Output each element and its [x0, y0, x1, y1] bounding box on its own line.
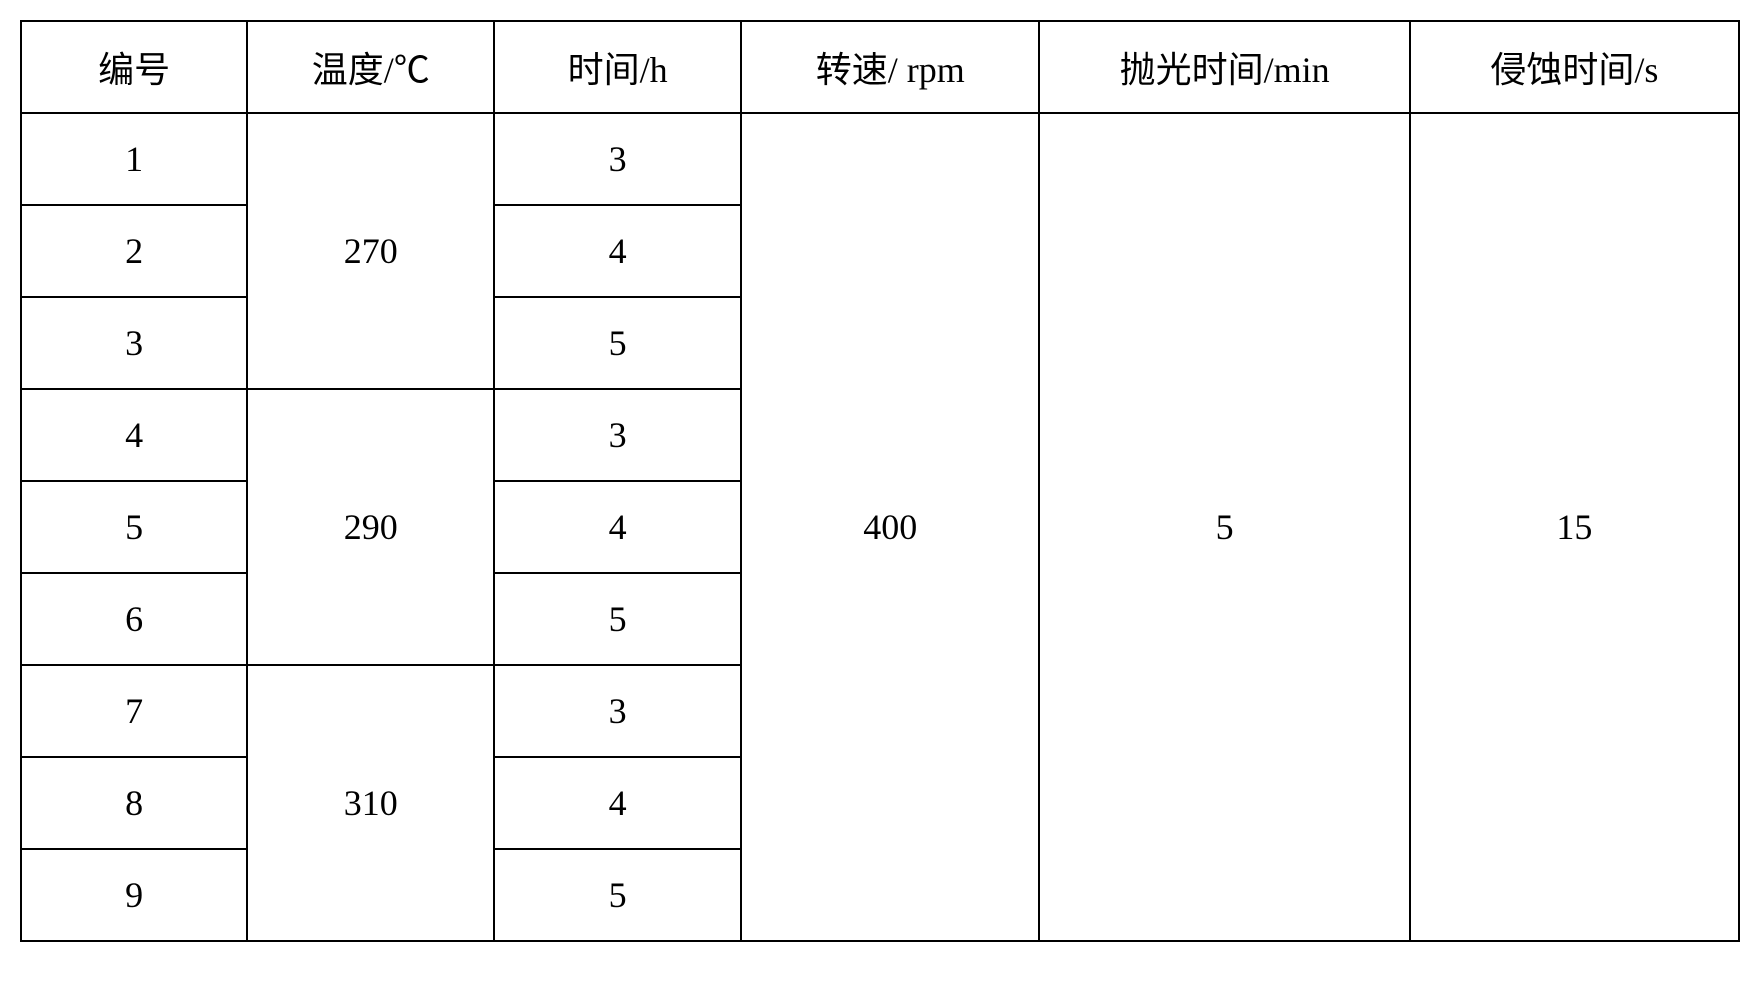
col-header-polish: 抛光时间/min [1039, 21, 1409, 113]
experiment-parameters-table: 编号 温度/℃ 时间/h 转速/ rpm 抛光时间/min 侵蚀时间/s 1 2… [20, 20, 1740, 942]
col-header-rpm: 转速/ rpm [741, 21, 1039, 113]
cell-time: 5 [494, 849, 741, 941]
cell-time: 3 [494, 113, 741, 205]
cell-etch: 15 [1410, 113, 1739, 941]
cell-id: 4 [21, 389, 247, 481]
cell-id: 1 [21, 113, 247, 205]
cell-id: 7 [21, 665, 247, 757]
cell-id: 6 [21, 573, 247, 665]
cell-time: 4 [494, 757, 741, 849]
cell-time: 3 [494, 665, 741, 757]
col-header-etch: 侵蚀时间/s [1410, 21, 1739, 113]
cell-polish: 5 [1039, 113, 1409, 941]
cell-temp: 270 [247, 113, 494, 389]
cell-temp: 290 [247, 389, 494, 665]
col-header-temp: 温度/℃ [247, 21, 494, 113]
table-row: 1 270 3 400 5 15 [21, 113, 1739, 205]
cell-time: 4 [494, 205, 741, 297]
cell-id: 2 [21, 205, 247, 297]
col-header-time: 时间/h [494, 21, 741, 113]
cell-time: 5 [494, 573, 741, 665]
table-header-row: 编号 温度/℃ 时间/h 转速/ rpm 抛光时间/min 侵蚀时间/s [21, 21, 1739, 113]
cell-temp: 310 [247, 665, 494, 941]
col-header-id: 编号 [21, 21, 247, 113]
cell-time: 4 [494, 481, 741, 573]
cell-id: 3 [21, 297, 247, 389]
cell-id: 8 [21, 757, 247, 849]
cell-rpm: 400 [741, 113, 1039, 941]
cell-time: 5 [494, 297, 741, 389]
cell-id: 9 [21, 849, 247, 941]
cell-id: 5 [21, 481, 247, 573]
cell-time: 3 [494, 389, 741, 481]
